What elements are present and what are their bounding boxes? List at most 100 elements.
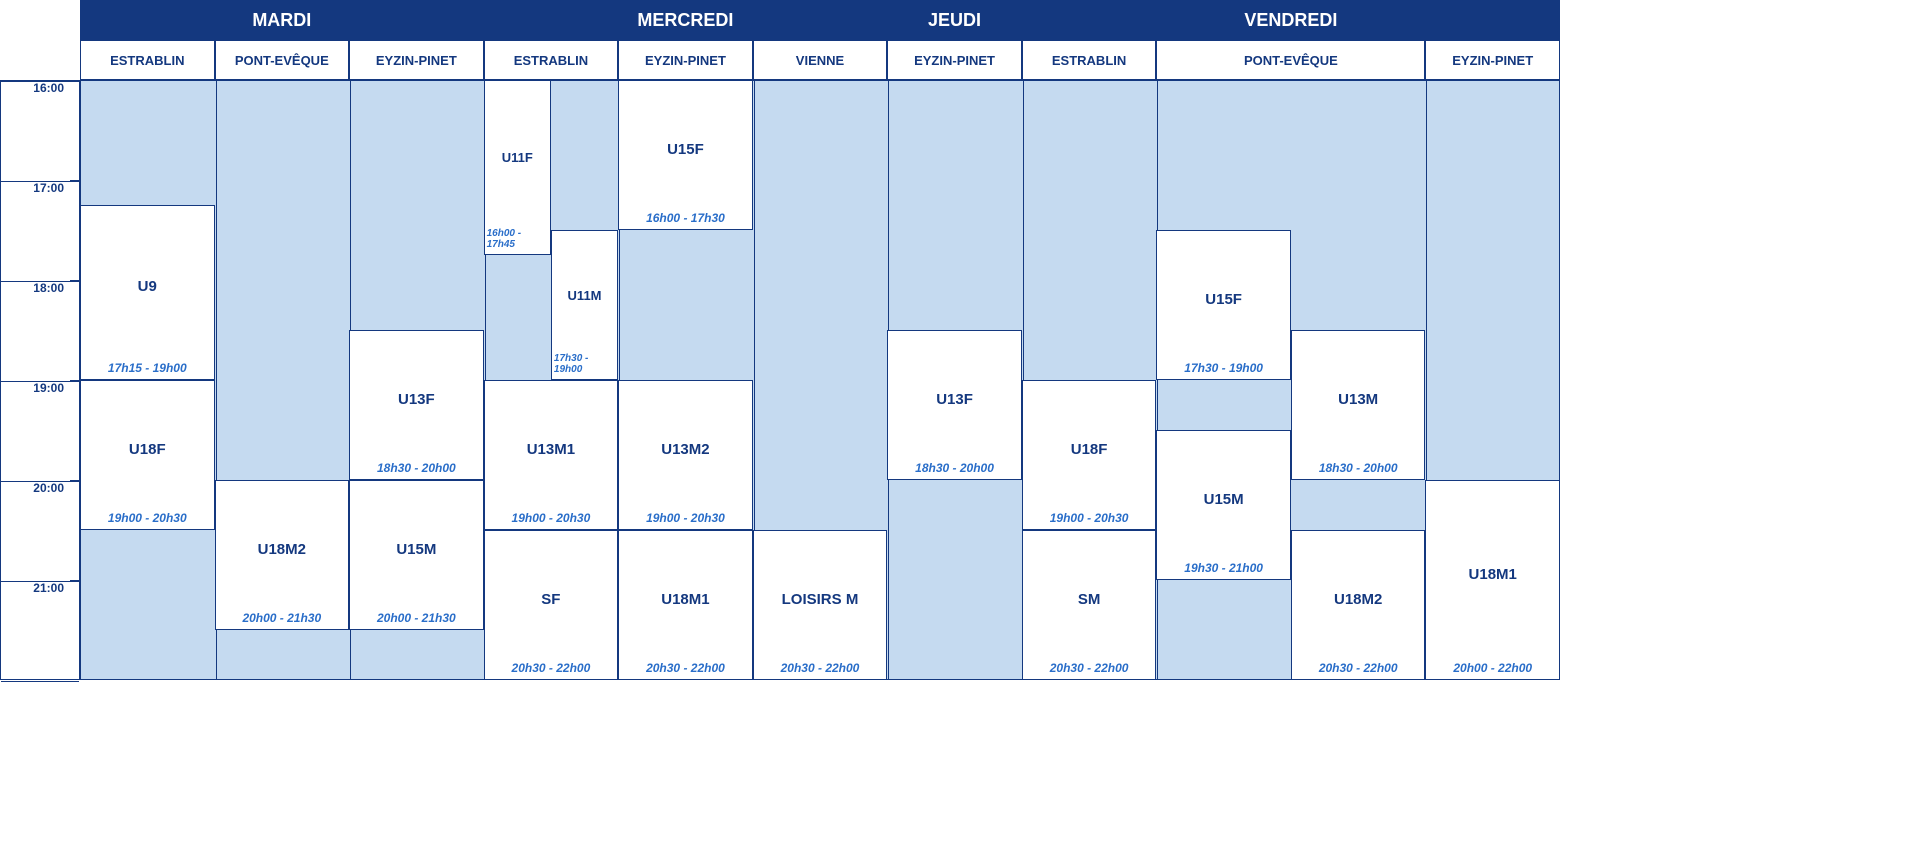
time-axis-tick bbox=[70, 580, 80, 581]
column-divider bbox=[1157, 81, 1158, 679]
event-title: U13M bbox=[1338, 337, 1378, 461]
schedule-event: SM20h30 - 22h00 bbox=[1022, 530, 1157, 680]
event-title: U15M bbox=[1204, 437, 1244, 561]
location-header-label: PONT-EVÊQUE bbox=[1244, 53, 1338, 68]
location-header-label: ESTRABLIN bbox=[1052, 53, 1126, 68]
event-time: 20h00 - 22h00 bbox=[1453, 661, 1532, 675]
time-axis-label: 21:00 bbox=[4, 581, 64, 595]
schedule-event: U15F16h00 - 17h30 bbox=[618, 80, 753, 230]
event-title: U13M1 bbox=[527, 387, 575, 511]
event-title: U15F bbox=[1205, 237, 1242, 361]
event-time: 20h00 - 21h30 bbox=[242, 611, 321, 625]
day-header-label: VENDREDI bbox=[1244, 10, 1337, 31]
location-header: VIENNE bbox=[753, 40, 888, 80]
location-header: PONT-EVÊQUE bbox=[1156, 40, 1425, 80]
day-header: MARDI bbox=[80, 0, 484, 40]
day-header-label: JEUDI bbox=[928, 10, 981, 31]
schedule-event: U13M18h30 - 20h00 bbox=[1291, 330, 1426, 480]
schedule-event: U18M220h30 - 22h00 bbox=[1291, 530, 1426, 680]
time-axis-tick bbox=[70, 80, 80, 81]
event-time: 20h00 - 21h30 bbox=[377, 611, 456, 625]
event-title: U9 bbox=[138, 212, 157, 361]
event-title: U18F bbox=[129, 387, 166, 511]
event-title: SF bbox=[541, 537, 560, 661]
event-time: 20h30 - 22h00 bbox=[781, 661, 860, 675]
schedule-event: U18M120h00 - 22h00 bbox=[1425, 480, 1560, 680]
day-header: MERCREDI bbox=[484, 0, 888, 40]
location-header-label: EYZIN-PINET bbox=[1452, 53, 1533, 68]
schedule-event: LOISIRS M20h30 - 22h00 bbox=[753, 530, 888, 680]
event-time: 19h30 - 21h00 bbox=[1184, 561, 1263, 575]
time-axis-label: 16:00 bbox=[4, 81, 64, 95]
time-axis-tick bbox=[70, 180, 80, 181]
time-axis-label: 20:00 bbox=[4, 481, 64, 495]
event-time: 17h30 - 19h00 bbox=[554, 353, 615, 375]
time-axis-gridline bbox=[1, 681, 79, 682]
event-title: U13F bbox=[398, 337, 435, 461]
location-header: ESTRABLIN bbox=[484, 40, 619, 80]
event-time: 17h15 - 19h00 bbox=[108, 361, 187, 375]
event-title: LOISIRS M bbox=[782, 537, 859, 661]
event-title: U13F bbox=[936, 337, 973, 461]
schedule-event: U18F19h00 - 20h30 bbox=[80, 380, 215, 530]
location-header: ESTRABLIN bbox=[80, 40, 215, 80]
schedule-event: U15M19h30 - 21h00 bbox=[1156, 430, 1291, 580]
day-header: JEUDI bbox=[887, 0, 1022, 40]
event-title: U15M bbox=[396, 487, 436, 611]
event-time: 16h00 - 17h45 bbox=[487, 228, 548, 250]
schedule-event: U18M120h30 - 22h00 bbox=[618, 530, 753, 680]
event-time: 19h00 - 20h30 bbox=[512, 511, 591, 525]
event-time: 18h30 - 20h00 bbox=[377, 461, 456, 475]
time-axis-label: 19:00 bbox=[4, 381, 64, 395]
event-time: 16h00 - 17h30 bbox=[646, 211, 725, 225]
event-title: SM bbox=[1078, 537, 1101, 661]
location-header: EYZIN-PINET bbox=[349, 40, 484, 80]
time-axis-tick bbox=[70, 380, 80, 381]
location-header: EYZIN-PINET bbox=[618, 40, 753, 80]
schedule-event: U15M20h00 - 21h30 bbox=[349, 480, 484, 630]
event-title: U18F bbox=[1071, 387, 1108, 511]
event-time: 18h30 - 20h00 bbox=[1319, 461, 1398, 475]
event-title: U18M2 bbox=[1334, 537, 1382, 661]
event-title: U18M1 bbox=[1469, 487, 1517, 661]
schedule-event: U13M219h00 - 20h30 bbox=[618, 380, 753, 530]
location-header-label: EYZIN-PINET bbox=[376, 53, 457, 68]
day-header-label: MARDI bbox=[252, 10, 311, 31]
event-title: U15F bbox=[667, 87, 704, 211]
schedule-wrapper: MARDI MERCREDI JEUDI VENDREDI ESTRABLIN PONT-… bbox=[0, 0, 1560, 700]
event-time: 20h30 - 22h00 bbox=[1050, 661, 1129, 675]
time-axis-label: 17:00 bbox=[4, 181, 64, 195]
schedule-event: U13M119h00 - 20h30 bbox=[484, 380, 619, 530]
event-title: U18M1 bbox=[661, 537, 709, 661]
schedule-event: SF20h30 - 22h00 bbox=[484, 530, 619, 680]
event-time: 18h30 - 20h00 bbox=[915, 461, 994, 475]
location-header-label: EYZIN-PINET bbox=[645, 53, 726, 68]
event-title: U11M bbox=[568, 237, 602, 353]
schedule-event: U11M17h30 - 19h00 bbox=[551, 230, 618, 380]
event-title: U18M2 bbox=[258, 487, 306, 611]
location-header-label: EYZIN-PINET bbox=[914, 53, 995, 68]
event-time: 20h30 - 22h00 bbox=[646, 661, 725, 675]
location-header: EYZIN-PINET bbox=[1425, 40, 1560, 80]
schedule-event: U18F19h00 - 20h30 bbox=[1022, 380, 1157, 530]
location-header: ESTRABLIN bbox=[1022, 40, 1157, 80]
location-header-label: ESTRABLIN bbox=[110, 53, 184, 68]
event-title: U13M2 bbox=[661, 387, 709, 511]
time-axis-tick bbox=[70, 480, 80, 481]
event-time: 19h00 - 20h30 bbox=[1050, 511, 1129, 525]
event-time: 20h30 - 22h00 bbox=[1319, 661, 1398, 675]
schedule-event: U18M220h00 - 21h30 bbox=[215, 480, 350, 630]
location-header: EYZIN-PINET bbox=[887, 40, 1022, 80]
event-title: U11F bbox=[502, 87, 533, 228]
day-header: VENDREDI bbox=[1022, 0, 1560, 40]
schedule-event: U15F17h30 - 19h00 bbox=[1156, 230, 1291, 380]
location-header-label: ESTRABLIN bbox=[514, 53, 588, 68]
schedule-event: U13F18h30 - 20h00 bbox=[887, 330, 1022, 480]
location-header-label: VIENNE bbox=[796, 53, 844, 68]
time-axis-label: 18:00 bbox=[4, 281, 64, 295]
schedule-event: U13F18h30 - 20h00 bbox=[349, 330, 484, 480]
location-header: PONT-EVÊQUE bbox=[215, 40, 350, 80]
event-time: 20h30 - 22h00 bbox=[512, 661, 591, 675]
event-time: 17h30 - 19h00 bbox=[1184, 361, 1263, 375]
time-axis-tick bbox=[70, 280, 80, 281]
